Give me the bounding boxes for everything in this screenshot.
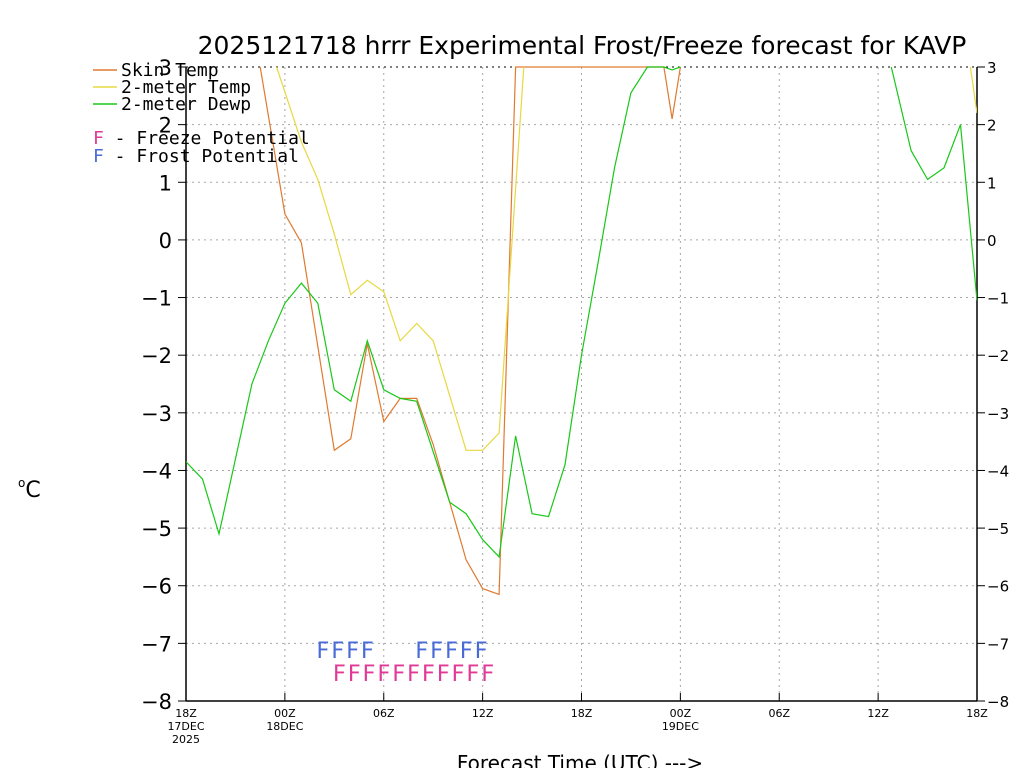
y-tick-label-left: −7: [141, 632, 172, 656]
frost-potential-marker: F: [415, 639, 428, 664]
y-axis-label-degree: o: [18, 476, 25, 490]
y-tick-label-right: −6: [987, 578, 1009, 596]
y-tick-label-right: −4: [987, 462, 1009, 480]
freeze-potential-marker: F: [436, 662, 449, 687]
legend-label: 2-meter Dewp: [121, 94, 251, 115]
x-tick-label: 18Z: [571, 707, 593, 720]
x-tick-label: 06Z: [768, 707, 790, 720]
series-2-meter-dewp: [186, 66, 681, 559]
y-axis-label: oC: [18, 476, 41, 503]
y-tick-label-left: −2: [141, 344, 172, 368]
freeze-potential-marker: F: [347, 662, 360, 687]
frost-potential-marker: F: [346, 639, 359, 664]
frost-potential-marker: F: [460, 639, 473, 664]
freeze-potential-marker: F: [392, 662, 405, 687]
y-tick-label-right: 0: [987, 232, 997, 250]
y-axis-left: 3 2 1 0 −1 −2 −3 −4 −5 −6 −7 −8: [141, 56, 186, 714]
y-tick-label-left: −1: [141, 287, 172, 311]
y-tick-label-right: −5: [987, 520, 1009, 538]
x-tick-label: 17DEC: [167, 720, 204, 733]
x-tick-label: 19DEC: [662, 720, 699, 733]
freeze-potential-marker: F: [481, 662, 494, 687]
x-tick-label: 12Z: [867, 707, 889, 720]
frost-potential-marker: F: [316, 639, 329, 664]
potential-legend-text: - Frost Potential: [104, 146, 299, 167]
y-tick-label-left: −4: [141, 459, 172, 483]
freeze-potential-marker: F: [451, 662, 464, 687]
y-tick-label-left: 1: [159, 171, 172, 195]
x-tick-label: 12Z: [472, 707, 494, 720]
grid-lines: [186, 67, 977, 701]
series-2-meter-temp: [276, 66, 525, 451]
y-tick-label-right: −1: [987, 290, 1009, 308]
frost-potential-marker: F: [430, 639, 443, 664]
potential-legend-letter: F: [93, 146, 104, 167]
freeze-potential-marker: F: [377, 662, 390, 687]
chart-title: 2025121718 hrrr Experimental Frost/Freez…: [198, 31, 967, 60]
x-tick-label: 00Z: [274, 707, 296, 720]
x-axis-label: Forecast Time (UTC) --->: [457, 751, 703, 768]
y-tick-label-left: −8: [141, 690, 172, 714]
frost-potential-marker: F: [474, 639, 487, 664]
frost-potential-marker: F: [331, 639, 344, 664]
x-tick-label: 18Z: [175, 707, 197, 720]
freeze-potential-marker: F: [407, 662, 420, 687]
freeze-potential-marker: F: [362, 662, 375, 687]
potential-legend-entry: F - Frost Potential: [93, 146, 299, 167]
x-tick-label: 00Z: [670, 707, 692, 720]
frost-freeze-markers: F F F F F F F F FF F F F F F F F F F F: [316, 639, 494, 687]
legend-label: Skin Temp: [121, 60, 219, 81]
freeze-potential-marker: F: [466, 662, 479, 687]
y-tick-label-left: −3: [141, 402, 172, 426]
y-tick-label-left: 3: [159, 56, 172, 80]
y-tick-label-right: 1: [987, 174, 997, 192]
series-2-meter-dewp-late: [890, 66, 977, 301]
series-lines: [186, 66, 977, 596]
potential-legend-text: - Freeze Potential: [104, 128, 310, 149]
freeze-potential-marker: F: [333, 662, 346, 687]
y-tick-label-right: −8: [987, 693, 1009, 711]
y-tick-label-right: −3: [987, 405, 1009, 423]
series-2-meter-temp-late: [969, 66, 977, 114]
frost-potential-marker: F: [445, 639, 458, 664]
y-tick-label-right: 3: [987, 59, 997, 77]
plot-frame: [185, 66, 978, 702]
y-tick-label-right: −2: [987, 347, 1009, 365]
y-tick-label-left: −5: [141, 517, 172, 541]
y-tick-label-right: 2: [987, 117, 997, 135]
y-axis-label-unit: C: [25, 478, 40, 503]
x-tick-label: 18Z: [966, 707, 988, 720]
x-tick-label: 18DEC: [266, 720, 303, 733]
y-axis-right: 3 2 1 0 −1 −2 −3 −4 −5 −6 −7 −8: [977, 59, 1009, 711]
frost-potential-marker: F: [361, 639, 374, 664]
x-tick-label: 06Z: [373, 707, 395, 720]
potential-legend-entry: F - Freeze Potential: [93, 128, 310, 149]
potential-legend-letter: F: [93, 128, 104, 149]
x-tick-label: 2025: [172, 733, 200, 746]
y-tick-label-left: −6: [141, 575, 172, 599]
freeze-potential-marker: F: [422, 662, 435, 687]
y-tick-label-left: 0: [159, 229, 172, 253]
y-tick-label-right: −7: [987, 635, 1009, 653]
y-tick-label-left: 2: [159, 114, 172, 138]
legend-label: 2-meter Temp: [121, 77, 251, 98]
